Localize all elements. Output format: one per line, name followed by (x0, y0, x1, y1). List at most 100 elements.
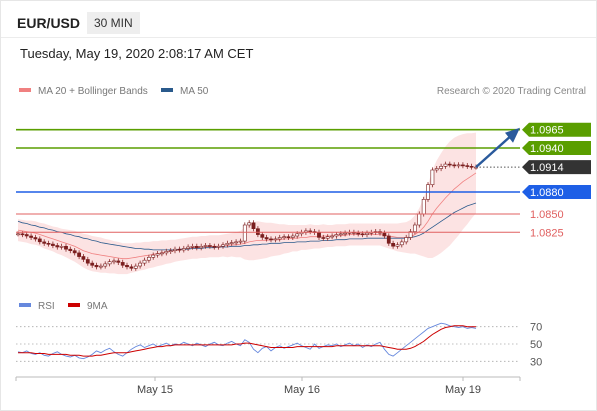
candle-body (190, 246, 195, 248)
candle (356, 230, 361, 237)
legend-swatch-rsi (19, 303, 31, 307)
level-label: 1.0965 (530, 125, 564, 137)
candle-body (255, 228, 260, 235)
candle-body (55, 245, 60, 248)
level-tag (522, 185, 591, 199)
candle (181, 245, 186, 253)
candle-body (203, 245, 208, 247)
chart-header: EUR/USD 30 MIN (1, 1, 596, 38)
candle-body (395, 244, 400, 247)
candle-body (64, 246, 68, 250)
candle-body (321, 237, 326, 239)
candle-body (116, 260, 121, 263)
candle (365, 230, 369, 238)
candle-body (155, 253, 160, 256)
candle-body (469, 166, 474, 168)
projection-arrow (475, 127, 520, 168)
candle (321, 234, 326, 241)
candle (216, 243, 221, 250)
timestamp: Tuesday, May 19, 2020 2:08:17 AM CET (20, 46, 254, 61)
legend-label-bollinger: MA 20 + Bollinger Bands (38, 86, 148, 97)
price-chart (16, 132, 478, 275)
candle (42, 239, 47, 246)
rsi-tick-label: 70 (530, 322, 542, 334)
candle (430, 167, 435, 188)
candle-body (447, 163, 452, 166)
candle-body (112, 260, 116, 263)
level-label: 1.0850 (530, 209, 564, 221)
candle-body (120, 262, 125, 266)
candle (443, 161, 448, 169)
candle-body (308, 230, 313, 233)
candle (203, 243, 208, 249)
candle (404, 234, 409, 245)
arrow-shaft (475, 135, 511, 168)
candle-body (133, 265, 138, 269)
candle-body (343, 232, 348, 235)
candle (103, 261, 108, 269)
legend-swatch-ma50 (161, 88, 173, 92)
candle (107, 259, 112, 267)
candle (460, 162, 465, 169)
candle (447, 161, 452, 168)
candle (465, 163, 470, 169)
candle (194, 243, 199, 251)
candle (142, 257, 147, 266)
candle-body (465, 165, 470, 167)
candle (225, 240, 230, 248)
ma20-line (17, 172, 477, 260)
candle-body (125, 264, 129, 268)
candle-body (282, 236, 287, 238)
level-secondary: 1.0825 (16, 227, 564, 239)
candle (147, 254, 151, 263)
candle (55, 243, 60, 250)
candle (343, 230, 348, 237)
level-current: 1.0914 (476, 160, 591, 175)
candle (290, 233, 295, 240)
timeframe-badge[interactable]: 30 MIN (87, 12, 140, 34)
candle (29, 233, 34, 240)
candle (221, 242, 225, 249)
candle-body (238, 240, 243, 243)
price-legend: MA 20 + Bollinger Bands MA 50 (19, 86, 209, 97)
symbol-label: EUR/USD (17, 15, 81, 31)
candle (273, 236, 278, 243)
candle-body (356, 232, 361, 235)
arrow-head (505, 127, 520, 143)
candle-body (42, 241, 47, 244)
candle-body (160, 252, 164, 255)
candle-body (77, 252, 82, 257)
candle-body (434, 168, 439, 171)
candle (334, 232, 339, 239)
candle (186, 244, 191, 251)
candle (255, 226, 260, 238)
candle-body (399, 241, 404, 246)
candle (59, 243, 64, 250)
candle (33, 234, 38, 242)
candle-body (330, 235, 335, 238)
candle (395, 242, 400, 249)
candle (164, 248, 169, 256)
bollinger-band (18, 132, 476, 275)
candle (177, 246, 182, 253)
candle-body (37, 238, 42, 243)
candle (24, 232, 29, 239)
candle-body (24, 234, 29, 237)
level-tag (522, 141, 591, 155)
candle (247, 220, 252, 228)
candle-body (173, 248, 177, 251)
legend-swatch-bollinger (19, 88, 31, 92)
candle-body (234, 241, 239, 244)
candle (439, 163, 444, 172)
rsi-ma-line (18, 325, 476, 357)
candle-body (72, 250, 77, 254)
candle (286, 234, 291, 240)
candle-body (286, 236, 291, 238)
candle-body (456, 164, 461, 167)
rsi-line (17, 322, 477, 360)
candle (251, 220, 256, 232)
candle-body (386, 235, 391, 244)
candle-body (382, 232, 387, 237)
x-tick-label: May 15 (137, 384, 173, 396)
candle-body (391, 243, 396, 247)
